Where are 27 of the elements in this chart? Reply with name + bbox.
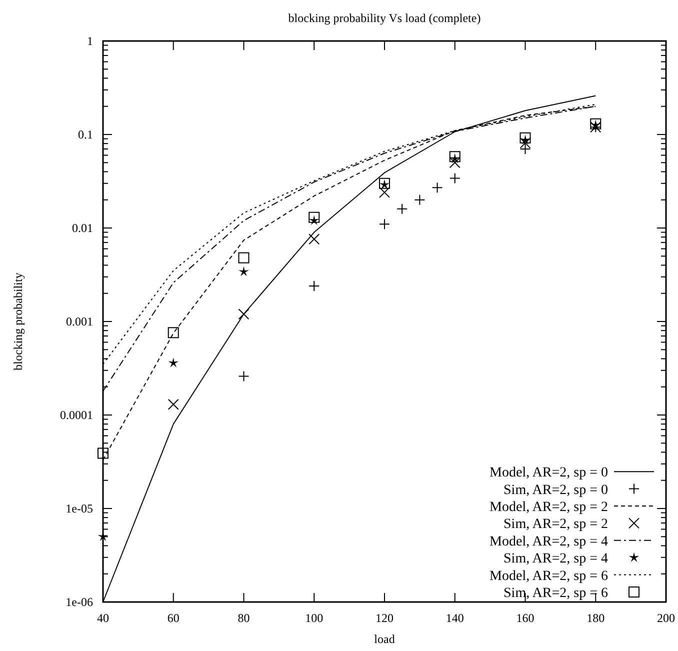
y-tick-label: 0.1 xyxy=(78,128,93,142)
y-tick-label: 1e-05 xyxy=(66,502,93,516)
x-tick-label: 80 xyxy=(238,611,250,625)
legend-label: Sim, AR=2, sp = 6 xyxy=(504,586,608,601)
x-tick-label: 40 xyxy=(97,611,109,625)
y-axis-title: blocking probability xyxy=(11,272,25,370)
legend-label: Model, AR=2, sp = 4 xyxy=(490,534,608,550)
y-tick-label: 1 xyxy=(87,34,93,48)
legend-label: Sim, AR=2, sp = 4 xyxy=(504,552,608,567)
legend-label: Sim, AR=2, sp = 2 xyxy=(504,517,608,532)
x-tick-label: 100 xyxy=(305,611,324,625)
chart-title: blocking probability Vs load (complete) xyxy=(288,11,481,25)
y-tick-label: 1e-06 xyxy=(66,595,93,609)
legend-label: Sim, AR=2, sp = 0 xyxy=(504,482,608,498)
legend-label: Model, AR=2, sp = 2 xyxy=(490,500,608,515)
legend-label: Model, AR=2, sp = 0 xyxy=(490,466,608,481)
y-tick-label: 0.0001 xyxy=(60,408,93,422)
x-tick-label: 140 xyxy=(446,611,464,625)
y-tick-label: 0.001 xyxy=(66,314,93,328)
x-tick-label: 160 xyxy=(516,611,534,625)
x-tick-label: 60 xyxy=(167,611,180,625)
y-tick-label: 0.01 xyxy=(72,221,93,235)
x-tick-label: 120 xyxy=(376,611,394,625)
x-tick-label: 200 xyxy=(657,611,675,625)
x-axis-title: load xyxy=(374,632,395,646)
legend-label: Model, AR=2, sp = 6 xyxy=(490,568,608,584)
x-tick-label: 180 xyxy=(586,611,605,625)
